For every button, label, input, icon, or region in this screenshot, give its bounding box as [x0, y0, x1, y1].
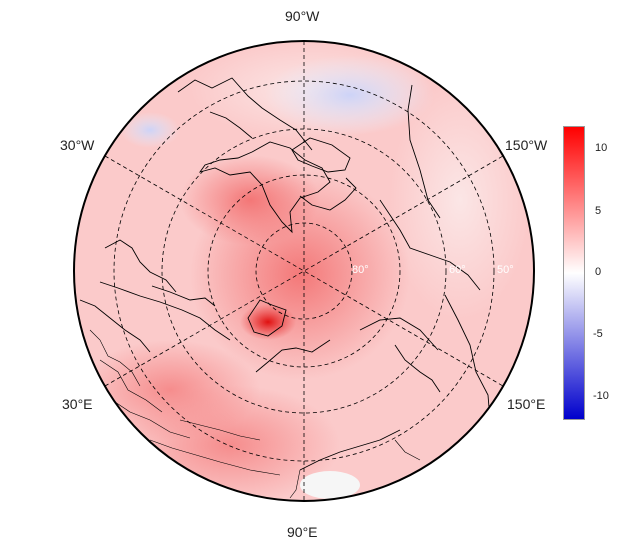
lon-label-upper-left: 30°W	[60, 137, 95, 153]
coastlines	[79, 77, 491, 471]
colorbar	[563, 126, 585, 420]
lat-label-80: 80°	[352, 264, 369, 276]
colorbar-tick-0: 0	[595, 266, 602, 278]
lon-label-lower-left: 30°E	[62, 396, 93, 412]
lon-label-bottom: 90°E	[287, 524, 318, 540]
map-outline	[73, 40, 535, 502]
lat-label-50: 50°	[497, 264, 514, 276]
colorbar-tick-neg10: -10	[593, 390, 609, 402]
lat-label-60: 60°	[449, 264, 466, 276]
colorbar-tick-10: 10	[595, 142, 608, 154]
colorbar-tick-5: 5	[595, 205, 602, 217]
graticule	[104, 41, 504, 501]
colorbar-tick-neg5: -5	[593, 328, 603, 340]
lon-label-top: 90°W	[285, 8, 320, 24]
lon-label-lower-right: 150°E	[507, 396, 546, 412]
lon-label-upper-right: 150°W	[505, 137, 548, 153]
